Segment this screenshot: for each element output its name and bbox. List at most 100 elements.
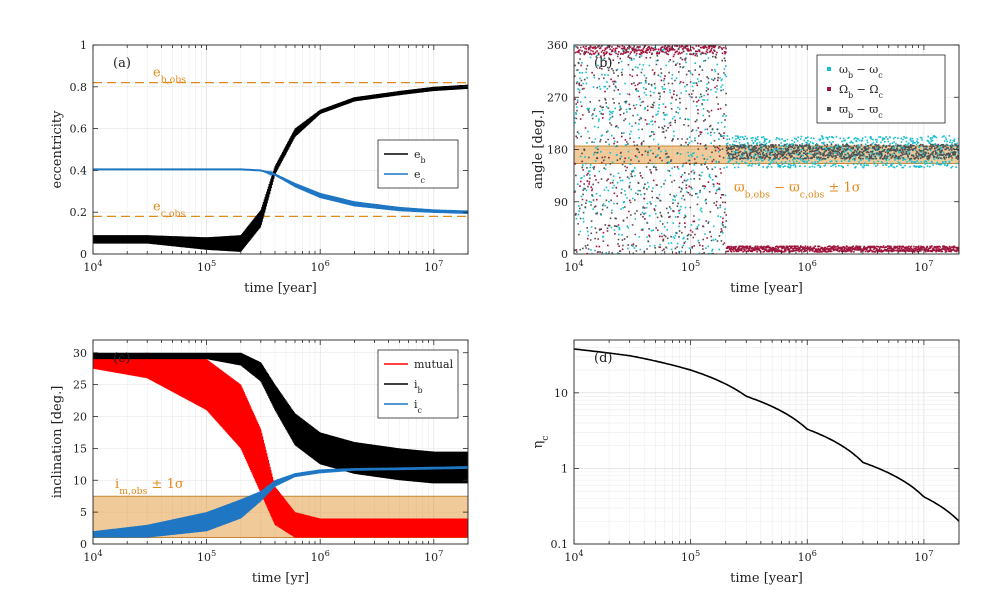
y-tick-label: 0.2 — [70, 206, 88, 219]
series-trace — [93, 352, 468, 484]
series-line — [93, 85, 468, 245]
y-axis-label: inclination [deg.] — [50, 386, 65, 499]
legend-marker — [827, 67, 831, 71]
series-trace — [93, 466, 468, 538]
x-axis-label: time [year] — [730, 281, 803, 296]
x-axis: 104 105 106 107 — [83, 45, 469, 274]
x-axis-label: time [yr] — [252, 571, 309, 586]
x-tick-label: 105 — [197, 258, 216, 274]
y-tick-label: 0.6 — [70, 123, 88, 136]
y-axis: 0 0.2 0.4 0.6 0.8 1 — [70, 39, 468, 261]
series-line — [574, 348, 959, 522]
y-tick-label: 20 — [73, 411, 87, 424]
legend-label: ib — [414, 378, 423, 395]
legend-box — [377, 139, 459, 189]
x-tick-label: 105 — [197, 548, 216, 564]
plot-content — [93, 352, 468, 539]
x-tick-label: 107 — [424, 258, 443, 274]
legend-label: ic — [414, 398, 423, 415]
x-tick-label: 106 — [798, 258, 817, 274]
y-tick-label: 25 — [73, 379, 87, 392]
series-trace — [93, 84, 468, 252]
legend-marker — [827, 107, 831, 111]
y-tick-label: 180 — [547, 144, 568, 157]
y-tick-label: 15 — [73, 442, 87, 455]
y-tick-label: 360 — [547, 39, 568, 52]
y-axis-label: angle [deg.] — [531, 110, 546, 189]
plot-area — [574, 340, 959, 544]
axes-box — [92, 339, 469, 545]
x-tick-label: 104 — [564, 548, 583, 564]
series-ic — [93, 466, 468, 538]
annotation-im-obs: im,obs ± 1σ — [115, 477, 184, 497]
annotation-e-b-obs: eb,obs — [153, 66, 186, 86]
legend: eb ec — [377, 139, 459, 189]
annotation-e-c-obs: ec,obs — [153, 199, 186, 219]
x-axis-label: time [year] — [730, 571, 803, 586]
y-tick-label: 1 — [561, 462, 568, 475]
y-axis: 0 90 180 270 360 — [547, 39, 959, 261]
y-tick-label: 0.4 — [70, 164, 88, 177]
series-c — [574, 348, 959, 522]
legend-label: ϖb − ϖc — [839, 103, 883, 120]
x-axis: 104 105 106 107 — [564, 340, 960, 564]
legend: ωb − ωc Ωb − Ωc ϖb − ϖc — [816, 54, 946, 124]
y-tick-label: 5 — [80, 506, 87, 519]
y-axis-label: ηc — [531, 435, 551, 448]
series-ec — [93, 168, 468, 214]
series-line — [93, 361, 468, 530]
y-tick-label: 30 — [73, 347, 87, 360]
axes-box — [92, 44, 469, 255]
series-line — [93, 466, 468, 536]
panel-label: (d) — [594, 351, 612, 366]
legend-marker — [827, 87, 831, 91]
series-mutual — [93, 352, 468, 538]
y-axis-label: eccentricity — [50, 110, 65, 189]
x-tick-label: 104 — [83, 258, 102, 274]
y-tick-label: 1 — [80, 39, 87, 52]
legend-label: Ωb − Ωc — [839, 83, 884, 100]
series-points — [574, 45, 959, 254]
legend-label: eb — [414, 148, 426, 165]
y-tick-label: 0 — [80, 538, 87, 551]
legend-label: ec — [414, 168, 426, 185]
x-tick-label: 105 — [681, 548, 700, 564]
y-tick-label: 0.8 — [70, 81, 88, 94]
series-trace — [93, 352, 468, 538]
y-tick-label: 10 — [554, 387, 568, 400]
x-axis-label: time [year] — [244, 281, 317, 296]
x-tick-label: 107 — [914, 258, 933, 274]
x-tick-label: 106 — [311, 548, 330, 564]
plot-content — [574, 45, 959, 254]
x-axis: 104 105 106 107 — [564, 45, 960, 274]
panel-label: (b) — [594, 56, 612, 71]
y-axis: 0.1 1 10 — [551, 387, 959, 551]
y-tick-label: 0 — [561, 248, 568, 261]
x-tick-label: 106 — [311, 258, 330, 274]
x-tick-label: 107 — [424, 548, 443, 564]
y-tick-label: 10 — [73, 474, 87, 487]
x-tick-label: 107 — [914, 548, 933, 564]
x-tick-label: 106 — [798, 548, 817, 564]
axes-box — [573, 339, 960, 545]
y-tick-label: 90 — [554, 196, 568, 209]
x-tick-label: 105 — [681, 258, 700, 274]
series-ib — [93, 352, 468, 484]
panel-label: (c) — [113, 351, 130, 366]
y-tick-label: 0.1 — [551, 538, 569, 551]
series-eb — [93, 84, 468, 252]
legend-box — [816, 54, 946, 124]
x-tick-label: 104 — [564, 258, 583, 274]
panel-b: 104 105 106 107 0 90 180 270 360 time [year] angle… — [531, 39, 960, 296]
x-axis: 104 105 106 107 — [83, 340, 469, 564]
panel-d: 104 105 106 107 0.1 1 10 time [year] ηc (d) — [531, 339, 960, 586]
y-tick-label: 0 — [80, 248, 87, 261]
panel-c: 104 105 106 107 0 5 10 15 20 25 30 time [yr] inclina… — [50, 339, 469, 586]
panel-a: 104 105 106 107 0 0.2 0.4 0.6 0.8 1 time [year] ecc… — [50, 39, 469, 296]
series-0 — [574, 45, 959, 254]
legend-label: mutual — [414, 358, 454, 371]
panel-label: (a) — [113, 56, 131, 71]
annotation-varpi-obs: ϖb,obs − ϖc,obs ± 1σ — [734, 180, 861, 200]
plot-content — [574, 348, 959, 522]
y-tick-label: 270 — [547, 91, 568, 104]
